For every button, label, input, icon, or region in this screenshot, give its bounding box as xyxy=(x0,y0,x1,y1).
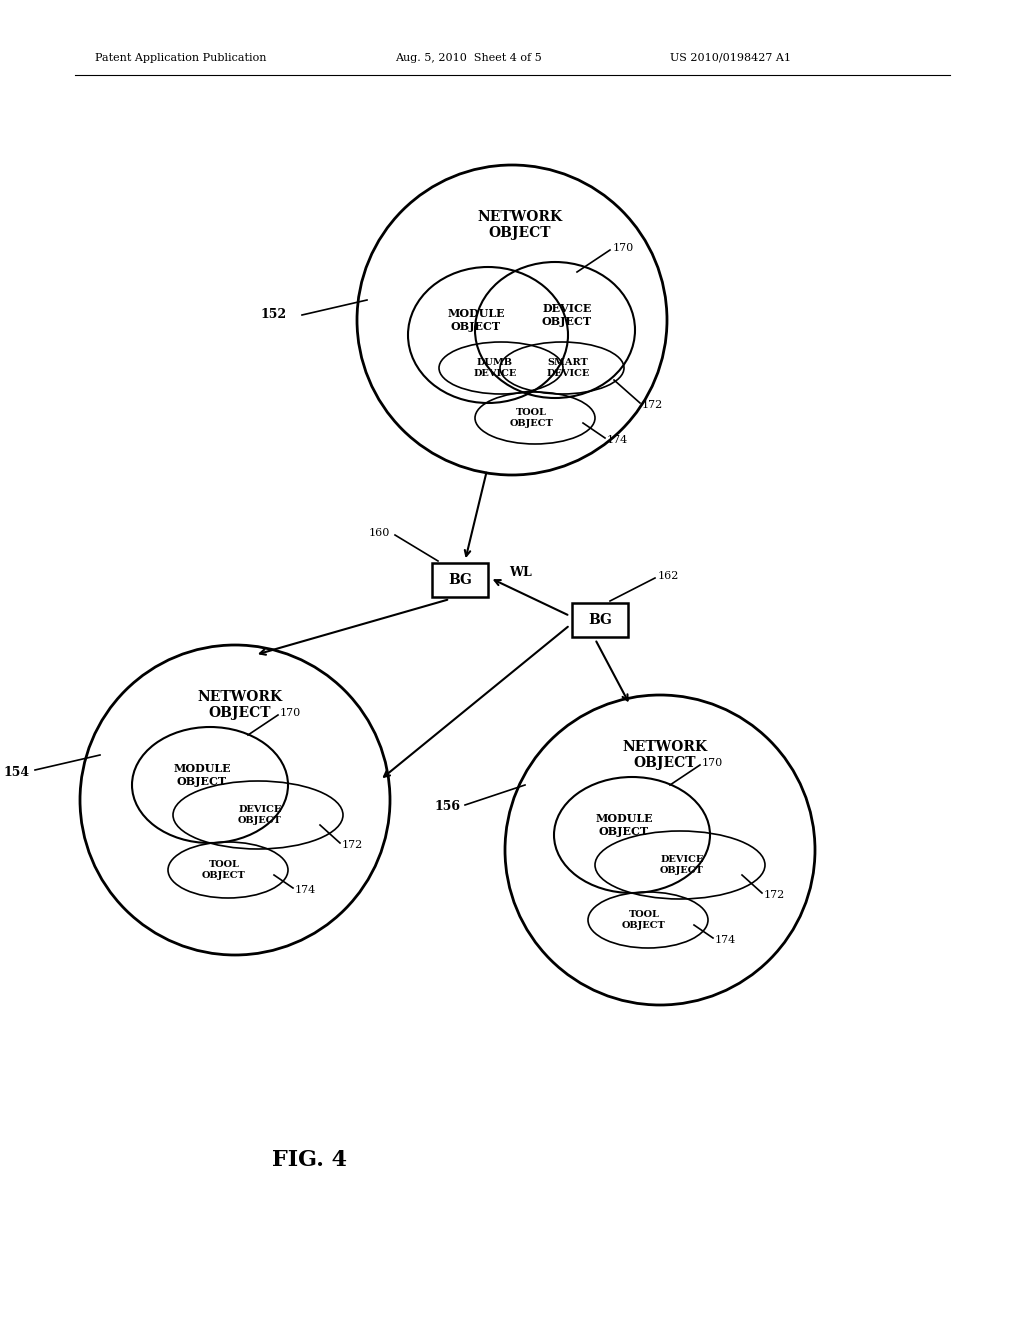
Text: DUMB
DEVICE: DUMB DEVICE xyxy=(473,358,517,378)
Text: TOOL
OBJECT: TOOL OBJECT xyxy=(623,911,666,929)
Text: TOOL
OBJECT: TOOL OBJECT xyxy=(509,408,553,428)
Text: 174: 174 xyxy=(295,884,316,895)
Text: MODULE
OBJECT: MODULE OBJECT xyxy=(447,308,505,331)
Text: BG: BG xyxy=(588,612,612,627)
Text: TOOL
OBJECT: TOOL OBJECT xyxy=(202,861,246,879)
Text: 162: 162 xyxy=(658,572,679,581)
Text: SMART
DEVICE: SMART DEVICE xyxy=(547,358,590,378)
Text: 172: 172 xyxy=(642,400,664,411)
Text: NETWORK
OBJECT: NETWORK OBJECT xyxy=(477,210,562,240)
Text: Aug. 5, 2010  Sheet 4 of 5: Aug. 5, 2010 Sheet 4 of 5 xyxy=(395,53,542,63)
Text: DEVICE
OBJECT: DEVICE OBJECT xyxy=(239,805,282,825)
Text: BG: BG xyxy=(449,573,472,587)
Text: 170: 170 xyxy=(702,758,723,768)
Text: MODULE
OBJECT: MODULE OBJECT xyxy=(595,813,653,837)
Text: Patent Application Publication: Patent Application Publication xyxy=(95,53,266,63)
FancyBboxPatch shape xyxy=(572,603,628,638)
Text: 156: 156 xyxy=(434,800,460,813)
Text: 170: 170 xyxy=(280,708,301,718)
Text: 152: 152 xyxy=(261,309,287,322)
Text: DEVICE
OBJECT: DEVICE OBJECT xyxy=(542,304,592,327)
Text: NETWORK
OBJECT: NETWORK OBJECT xyxy=(198,690,283,721)
Text: DEVICE
OBJECT: DEVICE OBJECT xyxy=(660,855,703,875)
Text: FIG. 4: FIG. 4 xyxy=(272,1148,347,1171)
Text: 174: 174 xyxy=(607,436,629,445)
Text: 160: 160 xyxy=(369,528,390,539)
Text: US 2010/0198427 A1: US 2010/0198427 A1 xyxy=(670,53,791,63)
Text: 172: 172 xyxy=(764,890,785,900)
Text: WL: WL xyxy=(509,565,531,578)
Text: 154: 154 xyxy=(4,766,30,779)
Text: NETWORK
OBJECT: NETWORK OBJECT xyxy=(623,741,708,770)
FancyBboxPatch shape xyxy=(432,564,488,597)
Text: 170: 170 xyxy=(613,243,634,253)
Text: MODULE
OBJECT: MODULE OBJECT xyxy=(173,763,230,787)
Text: 174: 174 xyxy=(715,935,736,945)
Text: 172: 172 xyxy=(342,840,364,850)
